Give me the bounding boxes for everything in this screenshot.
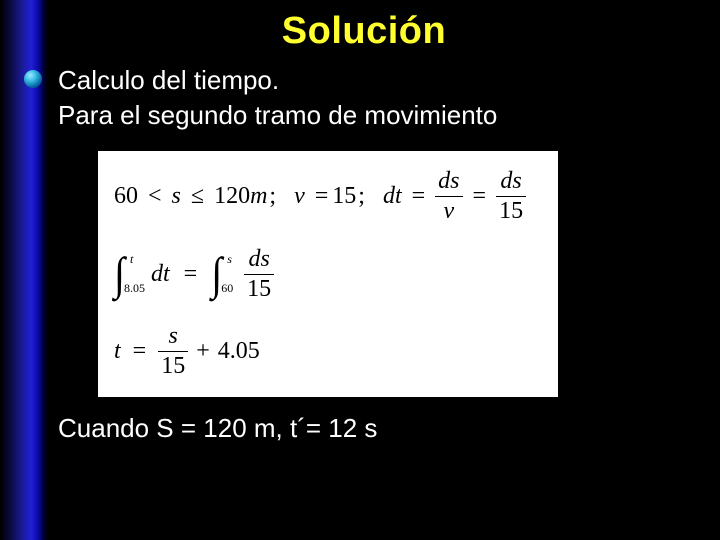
frac3-num: s	[166, 324, 181, 349]
int2-frac-num: ds	[245, 247, 272, 272]
math-box: 60 < s ≤ 120m; v =15; dt = ds v =	[98, 151, 558, 397]
int2-frac-den: 15	[244, 277, 274, 302]
integral-2: ∫ 60 s	[211, 258, 224, 290]
frac2-den: 15	[496, 199, 526, 224]
slide-title: Solución	[18, 10, 710, 53]
frac-s-15: s 15	[158, 324, 188, 379]
v-var: v	[294, 183, 305, 209]
text-line-2: Para el segundo tramo de movimiento	[58, 98, 710, 133]
frac-int2: ds 15	[244, 247, 274, 302]
math-row-2: ∫ 8.05 t dt = ∫ 60 s ds 15	[114, 247, 542, 302]
text-line-3: Cuando S = 120 m, t´= 12 s	[58, 411, 710, 446]
frac3-den: 15	[158, 354, 188, 379]
range-op: <	[148, 183, 162, 209]
range-lhs: 60	[114, 183, 138, 209]
frac2-num: ds	[497, 169, 524, 194]
range-op2: ≤	[191, 183, 204, 209]
slide-content: Solución Calculo del tiempo. Para el seg…	[58, 10, 710, 446]
frac1-den: v	[441, 199, 458, 224]
frac-ds-v: ds v	[435, 169, 462, 224]
text-line-1: Calculo del tiempo.	[58, 63, 710, 98]
v-val: 15	[332, 183, 356, 209]
int2-low: 60	[221, 281, 233, 296]
math-row-1: 60 < s ≤ 120m; v =15; dt = ds v =	[114, 169, 542, 224]
frac1-num: ds	[435, 169, 462, 194]
int2-up: s	[227, 252, 232, 267]
bullet-icon	[24, 70, 42, 88]
math-row-3: t = s 15 + 4.05	[114, 324, 542, 379]
t-var: t	[114, 338, 121, 365]
math-v-assign: v =15;	[294, 183, 367, 210]
range-rhs: 120	[214, 183, 250, 209]
range-unit: m	[250, 183, 267, 209]
int1-up: t	[130, 252, 133, 267]
int1-body: dt	[151, 261, 170, 288]
range-var: s	[172, 183, 181, 209]
math-range: 60 < s ≤ 120m;	[114, 183, 278, 210]
int1-low: 8.05	[124, 281, 145, 296]
math-dt-assign: dt = ds v = ds 15	[383, 169, 526, 224]
frac-ds-15: ds 15	[496, 169, 526, 224]
integral-1: ∫ 8.05 t	[114, 258, 127, 290]
plus-const: 4.05	[218, 338, 260, 365]
dt-lhs: dt	[383, 183, 402, 210]
